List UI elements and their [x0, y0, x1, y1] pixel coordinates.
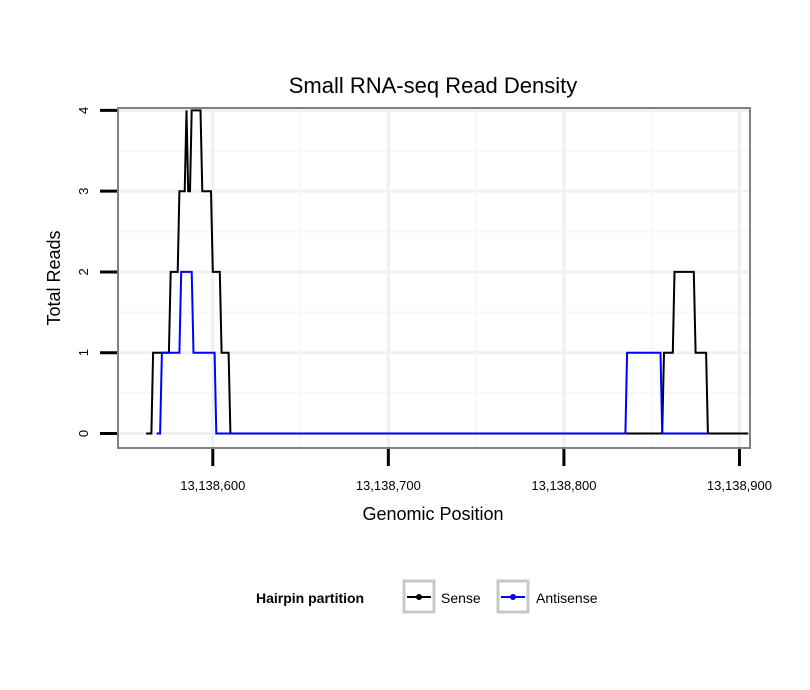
- series-line-antisense: [156, 270, 708, 435]
- y-tick-label-0: 0: [76, 430, 91, 437]
- y-tick-label-1: 1: [76, 349, 91, 356]
- x-tick-label-0: 13,138,600: [180, 478, 245, 493]
- x-tick-label-1: 13,138,700: [356, 478, 421, 493]
- plot-background: [118, 108, 750, 448]
- chart-title: Small RNA-seq Read Density: [289, 73, 578, 98]
- series-line-sense: [146, 109, 749, 435]
- legend-key-antisense-point: [510, 594, 516, 600]
- y-tick-label-3: 3: [76, 188, 91, 195]
- y-axis: 0 1 2 3 4: [76, 107, 117, 437]
- x-axis-title: Genomic Position: [362, 504, 503, 524]
- legend: Hairpin partition Sense Antisense: [256, 579, 598, 614]
- legend-key-sense-point: [416, 594, 422, 600]
- x-tick-label-2: 13,138,800: [531, 478, 596, 493]
- legend-label-antisense: Antisense: [536, 590, 598, 606]
- y-tick-label-2: 2: [76, 268, 91, 275]
- legend-label-sense: Sense: [441, 590, 481, 606]
- legend-title: Hairpin partition: [256, 590, 364, 606]
- plot-border: [117, 107, 751, 449]
- y-tick-label-4: 4: [76, 107, 91, 114]
- series-layer: [146, 109, 749, 435]
- x-axis: 13,138,600 13,138,700 13,138,800 13,138,900: [180, 449, 772, 493]
- x-tick-label-3: 13,138,900: [707, 478, 772, 493]
- y-axis-title: Total Reads: [44, 230, 64, 325]
